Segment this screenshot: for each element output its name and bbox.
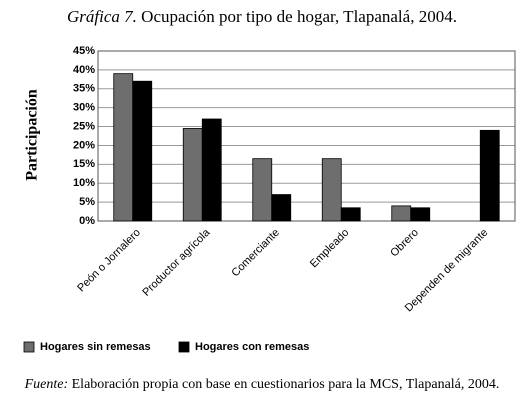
y-tick-label: 0% [79,215,95,227]
x-tick-label: Productor agrícola [140,226,213,299]
legend-swatch [23,341,35,353]
x-tick-label: Comerciante [229,227,282,280]
bar [201,118,222,222]
y-axis-title: Participación [24,89,41,181]
bar [410,207,431,222]
title-label: Gráfica 7. [67,7,137,26]
source: Fuente: Elaboración propia con base en c… [24,377,500,392]
x-tick-label: Empleado [308,227,352,271]
y-tick-label: 30% [73,102,95,114]
y-tick-label: 40% [73,64,95,76]
title-text: Ocupación por tipo de hogar, Tlapanalá, … [141,7,457,26]
source-text: Elaboración propia con base en cuestiona… [72,377,500,392]
y-tick-label: 25% [73,120,95,132]
bar [113,73,134,222]
legend-label: Hogares sin remesas [40,341,151,353]
source-label: Fuente: [24,377,69,392]
x-tick-label: Obrero [388,227,421,260]
bar [271,194,292,222]
y-tick-label: 35% [73,83,95,95]
chart-title: Gráfica 7. Ocupación por tipo de hogar, … [67,7,457,26]
bar [182,128,203,222]
legend-label: Hogares con remesas [195,341,309,353]
bar [132,80,153,222]
y-tick-label: 20% [73,139,95,151]
bar [252,158,273,222]
y-tick-label: 15% [73,158,95,170]
x-tick-label: Peón o Jornalero [75,227,143,295]
bar [321,158,342,222]
bar [340,207,361,222]
y-tick-label: 10% [73,177,95,189]
legend-swatch [178,341,190,353]
bar [479,129,500,222]
y-tick-label: 45% [73,45,95,57]
bar [391,205,412,222]
y-tick-label: 5% [79,196,95,208]
plot-frame [97,50,516,222]
